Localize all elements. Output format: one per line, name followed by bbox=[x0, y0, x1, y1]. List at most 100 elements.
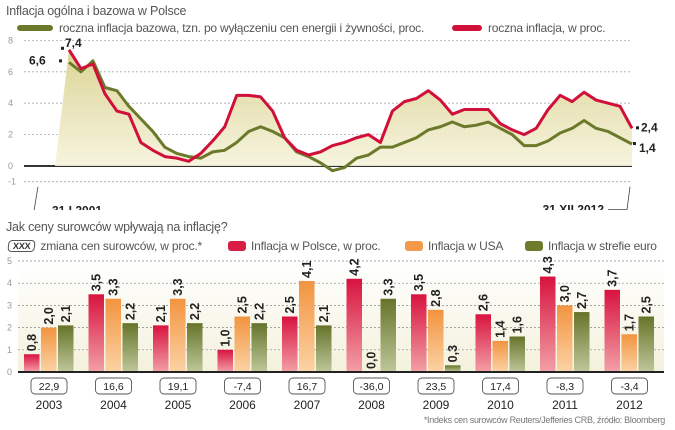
commodity-change-value: 16,6 bbox=[103, 381, 124, 393]
commodity-change-value: -7,4 bbox=[233, 381, 251, 393]
bar-euro bbox=[316, 325, 332, 372]
bar-poland bbox=[540, 276, 556, 372]
bar-poland bbox=[475, 314, 491, 372]
bar-poland bbox=[604, 289, 620, 372]
commodity-change-box bbox=[546, 377, 584, 395]
commodity-change-box bbox=[95, 377, 132, 395]
commodity-change-value: -36,0 bbox=[360, 381, 384, 393]
shaded-area bbox=[55, 49, 632, 166]
y-tick-label: 4 bbox=[7, 278, 12, 288]
bar-usa bbox=[299, 280, 315, 372]
end-marker-cpi bbox=[636, 126, 639, 130]
y-tick-label: -1 bbox=[8, 177, 16, 187]
start-marker-cpi bbox=[61, 46, 64, 50]
bar-value-label: 1,4 bbox=[493, 320, 507, 337]
bar-value-label: 3,3 bbox=[381, 278, 395, 295]
bar-value-label: 2,5 bbox=[235, 296, 249, 313]
x-tick-label: 2009 bbox=[423, 398, 450, 412]
start-date-label: 31 I 2001 bbox=[52, 204, 102, 210]
y-tick-label: 1 bbox=[7, 345, 12, 355]
y-tick-label: 3 bbox=[7, 300, 12, 310]
legend-swatch-cpi bbox=[452, 25, 482, 31]
bar-poland bbox=[88, 294, 104, 372]
bar-value-label: 2,1 bbox=[317, 305, 331, 322]
y-tick-label: 4 bbox=[8, 98, 13, 108]
bar-poland bbox=[153, 325, 169, 372]
bar-euro bbox=[380, 298, 396, 372]
bar-value-label: 3,5 bbox=[412, 274, 426, 291]
bar-poland bbox=[217, 349, 233, 372]
commodity-change-value: 23,5 bbox=[426, 381, 447, 393]
core-inflation-line bbox=[68, 59, 633, 173]
bar-poland bbox=[346, 278, 362, 372]
commodity-change-box bbox=[482, 377, 519, 395]
end-label-cpi: 2,4 bbox=[641, 120, 658, 134]
bar-euro bbox=[251, 323, 267, 372]
bar-usa bbox=[170, 298, 186, 372]
commodity-change-value: 22,9 bbox=[39, 381, 60, 393]
start-label-cpi: 7,4 bbox=[65, 36, 82, 50]
x-tick-label: 2012 bbox=[616, 398, 643, 412]
bar-usa bbox=[234, 316, 250, 372]
bar-value-label: 2,7 bbox=[575, 292, 589, 309]
start-marker-core bbox=[59, 59, 62, 63]
legend-poland: Inflacja w Polsce, w proc. bbox=[228, 239, 381, 253]
bar-value-label: 2,2 bbox=[123, 303, 137, 320]
bar-value-label: 3,0 bbox=[558, 285, 572, 302]
commodity-change-value: 16,7 bbox=[297, 381, 318, 393]
legend-label-core: roczna inflacja bazowa, tzn. po wyłączen… bbox=[59, 21, 425, 35]
bar-value-label: 2,6 bbox=[476, 294, 490, 311]
legend-usa: Inflacja w USA bbox=[405, 239, 503, 253]
cpi-line bbox=[67, 49, 634, 163]
y-tick-label: 6 bbox=[8, 67, 13, 77]
line-chart: 8 6 4 2 0 -1 7,4 6,6 2,4 1,4 31 I 2001 31 XII 2012 bbox=[8, 35, 658, 210]
bar-value-label: 2,1 bbox=[154, 305, 168, 322]
bar-value-label: 0,8 bbox=[25, 334, 39, 351]
bar-value-label: 1,7 bbox=[622, 314, 636, 331]
bar-value-label: 0,3 bbox=[446, 345, 460, 362]
bar-poland bbox=[24, 354, 40, 372]
bar-euro bbox=[58, 325, 74, 372]
y-tick-label: 2 bbox=[8, 130, 13, 140]
legend-swatch-euro bbox=[525, 241, 543, 251]
y-tick-label: 8 bbox=[8, 35, 13, 45]
commodity-change-value: 19,1 bbox=[168, 381, 189, 393]
legend-euro: Inflacja w strefie euro bbox=[525, 239, 657, 253]
commodity-change-box bbox=[224, 377, 261, 395]
commodity-change-value: -3,4 bbox=[620, 381, 638, 393]
commodity-change-value: -8,3 bbox=[556, 381, 574, 393]
x-tick-label: 2008 bbox=[358, 398, 385, 412]
commodity-change-box bbox=[353, 377, 390, 395]
end-marker-core bbox=[633, 142, 636, 146]
bar-value-label: 3,5 bbox=[89, 274, 103, 291]
legend-swatch-usa bbox=[405, 241, 423, 251]
legend-core-inflation: roczna inflacja bazowa, tzn. po wyłączen… bbox=[17, 21, 424, 35]
bar-value-label: 4,3 bbox=[541, 256, 555, 273]
x-tick-label: 2006 bbox=[229, 398, 256, 412]
legend-label-cpi: roczna inflacja, w proc. bbox=[488, 21, 606, 35]
bar-value-label: 2,2 bbox=[188, 303, 202, 320]
top-chart-title: Inflacja ogólna i bazowa w Polsce bbox=[6, 4, 187, 18]
bar-value-label: 2,0 bbox=[42, 307, 56, 324]
bar-usa bbox=[621, 334, 637, 372]
legend-cpi: roczna inflacja, w proc. bbox=[452, 21, 605, 35]
x-tick-label: 2007 bbox=[294, 398, 321, 412]
bar-value-label: 4,2 bbox=[347, 258, 361, 275]
end-date-bracket bbox=[608, 186, 631, 210]
bar-value-label: 2,1 bbox=[59, 305, 73, 322]
commodity-change-box bbox=[611, 377, 648, 395]
bar-euro bbox=[638, 316, 654, 372]
legend-label-poland: Inflacja w Polsce, w proc. bbox=[251, 239, 381, 253]
x-tick-label: 2010 bbox=[487, 398, 514, 412]
legend-swatch-poland bbox=[228, 241, 246, 251]
x-tick-label: 2011 bbox=[552, 398, 578, 412]
bar-euro bbox=[574, 312, 590, 372]
end-date-label: 31 XII 2012 bbox=[543, 203, 605, 210]
y-tick-label: 0 bbox=[7, 367, 12, 377]
start-label-core: 6,6 bbox=[29, 53, 46, 67]
y-tick-label: 0 bbox=[8, 161, 13, 171]
bar-value-label: 2,8 bbox=[429, 289, 443, 306]
y-tick-label: 2 bbox=[7, 323, 12, 333]
bar-euro bbox=[122, 323, 138, 372]
bar-poland bbox=[411, 294, 427, 372]
